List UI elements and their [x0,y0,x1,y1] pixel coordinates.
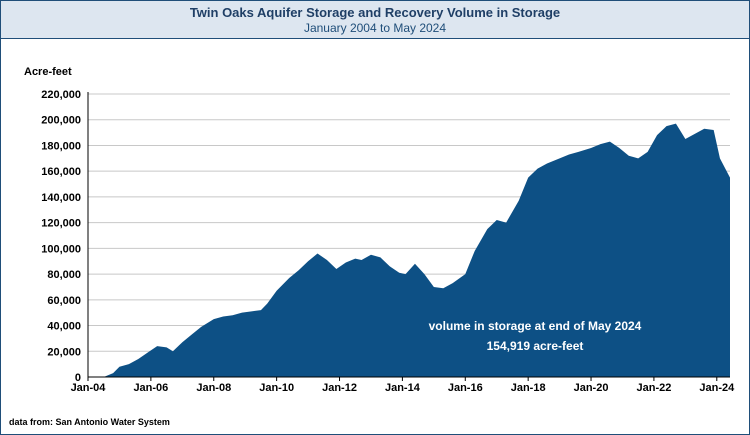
y-tick-label: 160,000 [41,166,81,178]
x-tick-label: Jan-04 [71,382,107,394]
storage-area-series [88,123,730,377]
y-tick-label: 180,000 [41,140,81,152]
x-tick-label: Jan-10 [259,382,294,394]
x-tick-label: Jan-20 [574,382,609,394]
y-tick-label: 40,000 [47,321,81,333]
y-tick-label: 220,000 [41,89,81,101]
x-tick-label: Jan-24 [699,382,735,394]
chart-subtitle: January 2004 to May 2024 [303,21,447,35]
chart-title: Twin Oaks Aquifer Storage and Recovery V… [189,5,561,20]
x-tick-label: Jan-08 [196,382,231,394]
x-tick-label: Jan-16 [448,382,483,394]
x-tick-label: Jan-22 [636,382,671,394]
annotation-line-2: 154,919 acre-feet [487,339,584,353]
axes [87,92,730,381]
source-note: data from: San Antonio Water System [9,417,170,427]
y-tick-label: 0 [75,372,81,384]
y-tick-label: 60,000 [47,295,81,307]
x-tick-label: Jan-14 [385,382,421,394]
x-tick-labels: Jan-04 Jan-06 Jan-08 Jan-10 Jan-12 Jan-14 Jan-… [71,382,736,394]
y-tick-label: 20,000 [47,346,81,358]
y-tick-label: 80,000 [47,269,81,281]
annotation-line-1: volume in storage at end of May 2024 [429,319,642,333]
y-tick-label: 100,000 [41,243,81,255]
x-tick-label: Jan-18 [511,382,546,394]
y-tick-label: 200,000 [41,115,81,127]
y-tick-label: 120,000 [41,218,81,230]
x-tick-label: Jan-12 [322,382,357,394]
title-band: Twin Oaks Aquifer Storage and Recovery V… [1,1,749,39]
x-tick-label: Jan-06 [133,382,168,394]
y-axis-label: Acre-feet [24,66,72,78]
storage-area [88,123,730,377]
y-tick-labels: 0 20,000 40,000 60,000 80,000 100,000 120,000 1… [41,89,81,384]
y-tick-label: 140,000 [41,192,81,204]
